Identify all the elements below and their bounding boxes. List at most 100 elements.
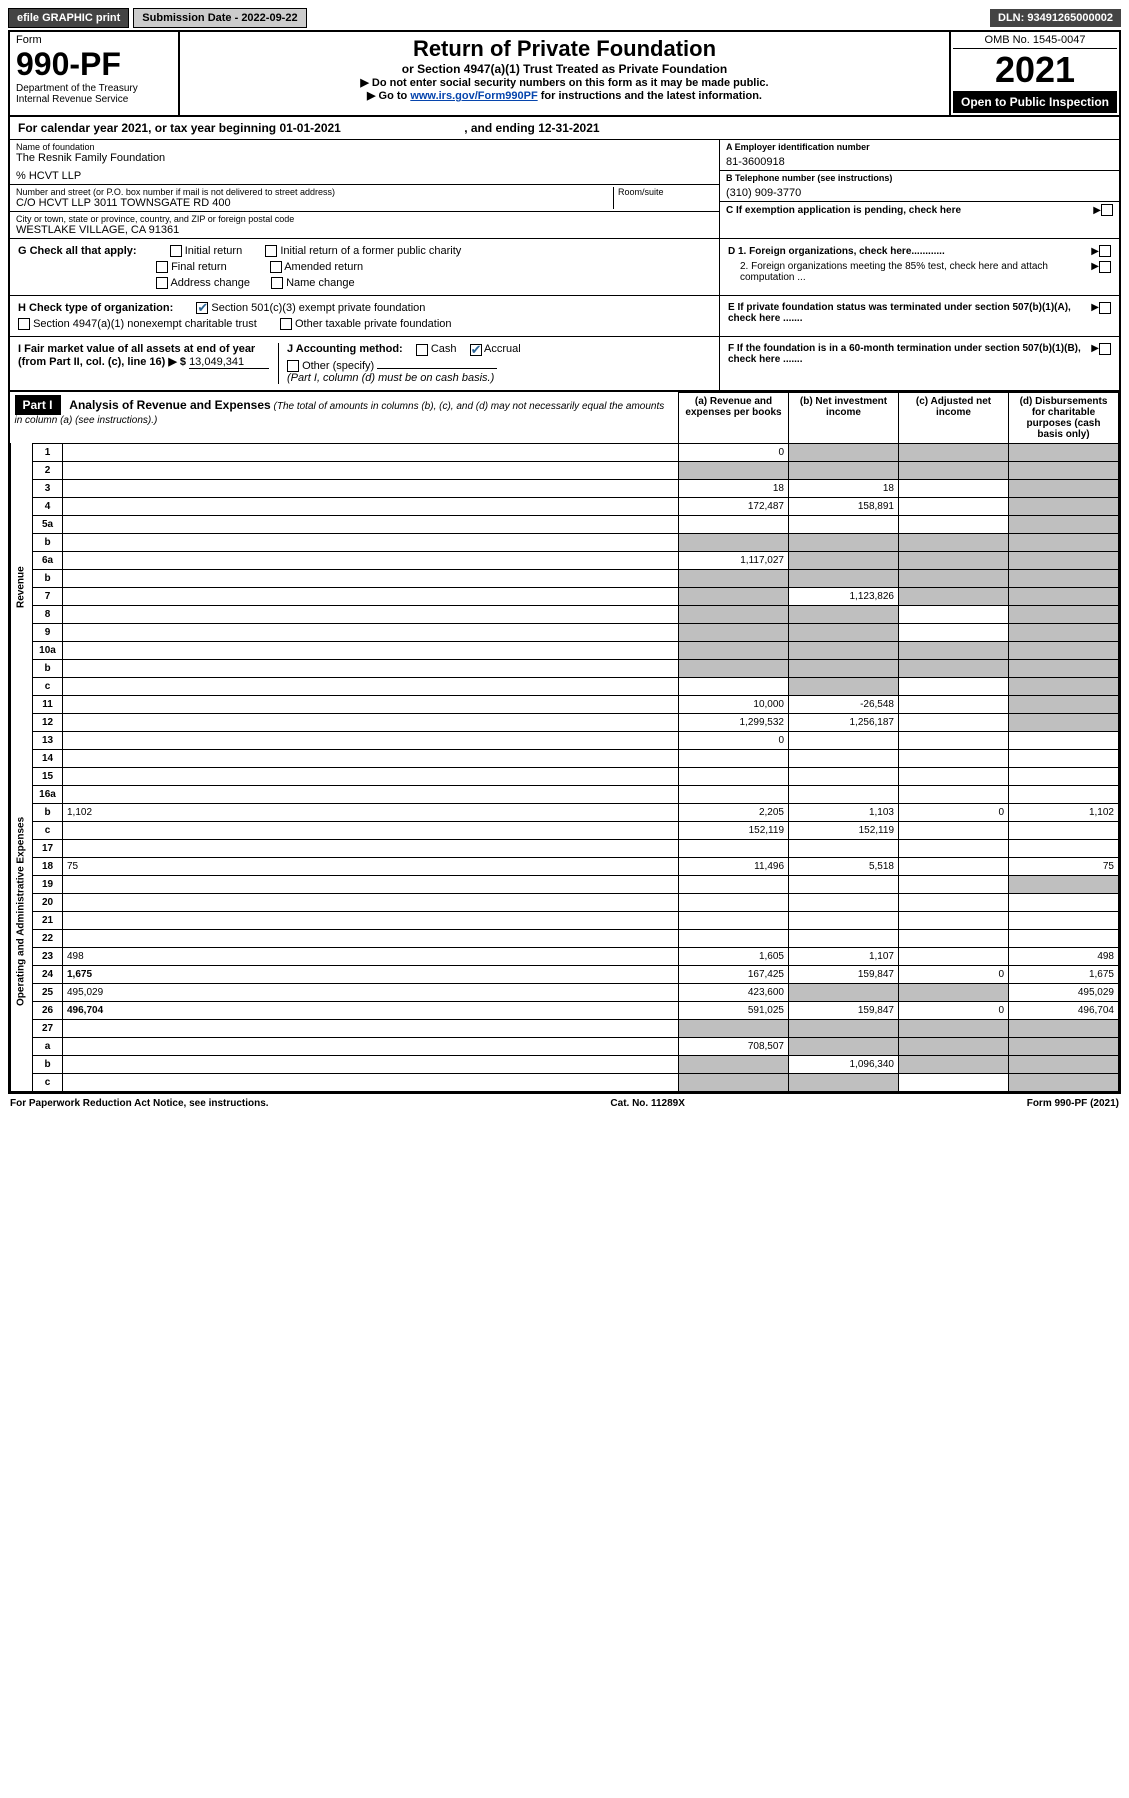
line-description <box>63 461 679 479</box>
cell-a <box>679 839 789 857</box>
entity-right: A Employer identification number 81-3600… <box>719 140 1119 238</box>
cell-a <box>679 929 789 947</box>
table-row: 9 <box>11 623 1119 641</box>
cell-d <box>1009 659 1119 677</box>
line-description <box>63 641 679 659</box>
d1-checkbox[interactable] <box>1099 245 1111 257</box>
ij-section: I Fair market value of all assets at end… <box>10 337 719 389</box>
cell-c <box>899 857 1009 875</box>
cell-d: 1,102 <box>1009 803 1119 821</box>
cell-a: 708,507 <box>679 1037 789 1055</box>
cell-b <box>789 767 899 785</box>
cell-a <box>679 767 789 785</box>
cell-c <box>899 695 1009 713</box>
foundation-name-cell: Name of foundation The Resnik Family Fou… <box>10 140 719 185</box>
g-amended-checkbox[interactable] <box>270 261 282 273</box>
cell-b: 159,847 <box>789 965 899 983</box>
line-number: 17 <box>33 839 63 857</box>
ij-f-section: I Fair market value of all assets at end… <box>10 337 1119 391</box>
cell-c <box>899 713 1009 731</box>
f-checkbox[interactable] <box>1099 343 1111 355</box>
city-label: City or town, state or province, country… <box>16 214 713 224</box>
f-label: F If the foundation is in a 60-month ter… <box>728 343 1091 365</box>
cell-a <box>679 893 789 911</box>
line-description: 75 <box>63 857 679 875</box>
d2-checkbox[interactable] <box>1099 261 1111 273</box>
cell-c <box>899 641 1009 659</box>
line-description <box>63 785 679 803</box>
line-number: b <box>33 659 63 677</box>
g-address-checkbox[interactable] <box>156 277 168 289</box>
c-checkbox[interactable] <box>1101 204 1113 216</box>
header-right: OMB No. 1545-0047 2021 Open to Public In… <box>949 32 1119 115</box>
line-number: 22 <box>33 929 63 947</box>
h-501-checkbox[interactable] <box>196 302 208 314</box>
cell-b: 5,518 <box>789 857 899 875</box>
form-word: Form <box>16 34 172 46</box>
line-description: 1,675 <box>63 965 679 983</box>
cell-d <box>1009 695 1119 713</box>
col-c-header: (c) Adjusted net income <box>899 392 1009 443</box>
line-description: 495,029 <box>63 983 679 1001</box>
j-cash-checkbox[interactable] <box>416 344 428 356</box>
h-4947-checkbox[interactable] <box>18 318 30 330</box>
cell-d <box>1009 929 1119 947</box>
line-description <box>63 515 679 533</box>
cell-b <box>789 911 899 929</box>
col-d-header: (d) Disbursements for charitable purpose… <box>1009 392 1119 443</box>
line-description <box>63 875 679 893</box>
j-accrual-checkbox[interactable] <box>470 344 482 356</box>
j-accrual: Accrual <box>484 343 521 355</box>
line-number: 20 <box>33 893 63 911</box>
table-row: 2 <box>11 461 1119 479</box>
cell-d <box>1009 713 1119 731</box>
g-initial-former-checkbox[interactable] <box>265 245 277 257</box>
cell-c <box>899 587 1009 605</box>
table-row: b <box>11 569 1119 587</box>
cell-d <box>1009 767 1119 785</box>
arrow-icon <box>1093 205 1101 216</box>
cell-c <box>899 569 1009 587</box>
h-other-checkbox[interactable] <box>280 318 292 330</box>
g-final-checkbox[interactable] <box>156 261 168 273</box>
line-number: 11 <box>33 695 63 713</box>
j-other-checkbox[interactable] <box>287 360 299 372</box>
cell-b <box>789 875 899 893</box>
entity-info: Name of foundation The Resnik Family Fou… <box>10 140 1119 239</box>
cell-b <box>789 785 899 803</box>
ein-cell: A Employer identification number 81-3600… <box>720 140 1119 171</box>
table-row: 71,123,826 <box>11 587 1119 605</box>
line-number: 7 <box>33 587 63 605</box>
cell-b <box>789 1037 899 1055</box>
cell-d <box>1009 497 1119 515</box>
cell-a: 2,205 <box>679 803 789 821</box>
table-row: 187511,4965,51875 <box>11 857 1119 875</box>
g-initial-former: Initial return of a former public charit… <box>280 245 461 257</box>
line-description <box>63 911 679 929</box>
submission-date: Submission Date - 2022-09-22 <box>133 8 306 28</box>
line-description <box>63 497 679 515</box>
cell-d: 496,704 <box>1009 1001 1119 1019</box>
line-description <box>63 695 679 713</box>
g-name-checkbox[interactable] <box>271 277 283 289</box>
cell-a <box>679 785 789 803</box>
efile-button[interactable]: efile GRAPHIC print <box>8 8 129 28</box>
h-other: Other taxable private foundation <box>295 318 452 330</box>
ein-label: A Employer identification number <box>726 142 1113 152</box>
cell-b: 18 <box>789 479 899 497</box>
line-number: 8 <box>33 605 63 623</box>
irs-link[interactable]: www.irs.gov/Form990PF <box>410 90 537 102</box>
cell-b: 1,103 <box>789 803 899 821</box>
dln-label: DLN: 93491265000002 <box>990 9 1121 27</box>
goto-prefix: ▶ Go to <box>367 90 410 102</box>
cell-a <box>679 749 789 767</box>
exemption-cell: C If exemption application is pending, c… <box>720 202 1119 218</box>
goto-note: ▶ Go to www.irs.gov/Form990PF for instru… <box>186 89 943 102</box>
g-initial-checkbox[interactable] <box>170 245 182 257</box>
e-checkbox[interactable] <box>1099 302 1111 314</box>
line-number: 15 <box>33 767 63 785</box>
line-number: 26 <box>33 1001 63 1019</box>
cell-d: 75 <box>1009 857 1119 875</box>
cell-b <box>789 623 899 641</box>
cell-d <box>1009 479 1119 497</box>
